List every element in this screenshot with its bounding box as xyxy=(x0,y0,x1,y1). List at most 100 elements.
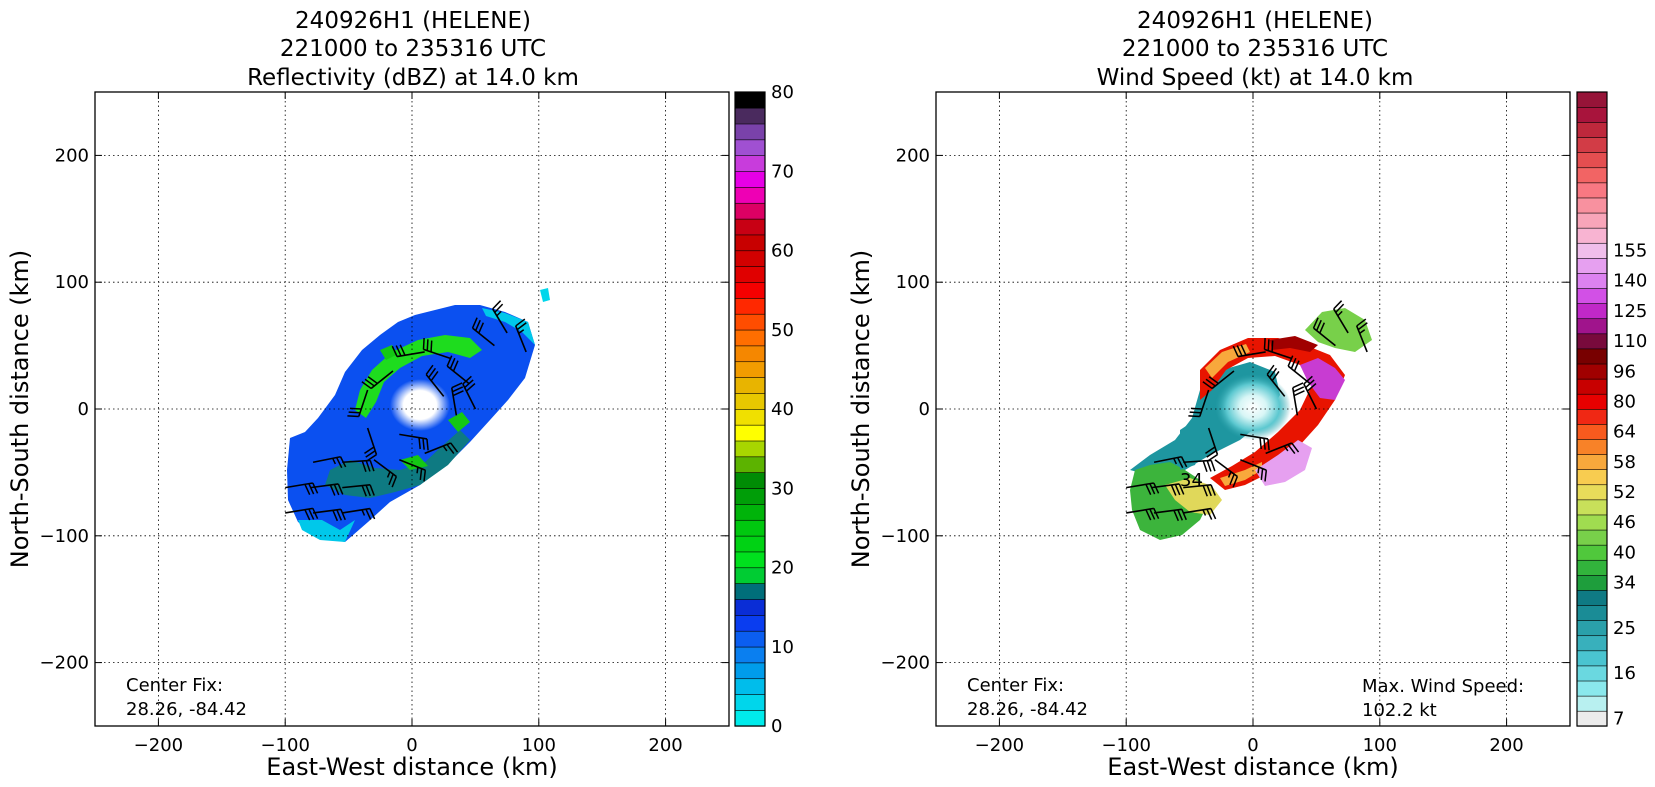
x-tick-label: 100 xyxy=(522,735,556,756)
max-wind-speed-value: 102.2 kt xyxy=(1362,700,1437,721)
colorbar-bin xyxy=(1576,665,1608,682)
colorbar-bin xyxy=(1576,423,1608,440)
colorbar-tick-label: 64 xyxy=(1613,422,1636,443)
colorbar-bin xyxy=(1576,695,1608,712)
right-wind-barbs xyxy=(1126,300,1368,522)
colorbar-tick-label: 0 xyxy=(771,716,782,737)
colorbar-bin xyxy=(1576,514,1608,531)
colorbar-bin xyxy=(1576,529,1608,546)
colorbar-frame xyxy=(1576,91,1608,727)
wind-barb xyxy=(1240,458,1268,482)
colorbar-bin xyxy=(1576,680,1608,697)
wind-barb xyxy=(1183,484,1216,497)
max-wind-speed-label: Max. Wind Speed: xyxy=(1362,676,1524,697)
y-tick-label: 200 xyxy=(896,145,930,166)
colorbar-bin xyxy=(734,329,766,347)
wind-barb xyxy=(514,318,527,353)
right-ticks: −200 −100 0 100 200 200 100 0 −100 −200 xyxy=(881,92,1570,756)
wind-barb xyxy=(462,375,477,410)
colorbar-tick-label: 10 xyxy=(771,637,794,658)
colorbar-bin xyxy=(1576,287,1608,304)
wind-barb xyxy=(471,317,495,347)
wind-purple-ne xyxy=(1300,358,1345,400)
wind-barb xyxy=(399,458,427,482)
x-tick-label: −200 xyxy=(134,735,183,756)
wind-barb xyxy=(1205,427,1219,462)
reflectivity-outlier xyxy=(540,288,550,302)
colorbar-bin xyxy=(734,535,766,553)
wind-barb xyxy=(1291,382,1305,416)
wind-barb xyxy=(342,507,376,520)
colorbar-tick-label: 46 xyxy=(1613,512,1636,533)
wind-barb xyxy=(425,364,445,397)
wind-barb xyxy=(1333,300,1349,334)
wind-barb xyxy=(424,442,459,455)
left-y-axis-label: North-South distance (km) xyxy=(6,250,34,569)
wind-speed-colorbar: 7 16 25 34 40 46 52 58 64 80 96 110 125 140 155 xyxy=(1576,91,1647,729)
wind-barb xyxy=(1126,507,1160,521)
reflectivity-field xyxy=(287,288,550,542)
colorbar-bin xyxy=(1576,348,1608,365)
colorbar-bin xyxy=(1576,544,1608,561)
wind-barb xyxy=(492,300,508,334)
wind-barb xyxy=(391,344,425,358)
wind-barb xyxy=(1240,433,1270,451)
colorbar-bin xyxy=(734,91,766,109)
y-tick-label: 100 xyxy=(896,272,930,293)
reflectivity-green-eyewall xyxy=(355,335,482,418)
wind-barb xyxy=(1202,370,1235,390)
colorbar-tick-label: 110 xyxy=(1613,331,1647,352)
colorbar-bin xyxy=(1576,272,1608,289)
wind-barb xyxy=(1265,442,1300,455)
colorbar-bin xyxy=(1576,197,1608,214)
colorbar-bin xyxy=(1576,257,1608,274)
colorbar-bin xyxy=(734,519,766,537)
wind-barb xyxy=(1151,483,1185,496)
colorbar-bin xyxy=(734,392,766,410)
colorbar-bin xyxy=(734,250,766,267)
left-center-fix-value: 28.26, -84.42 xyxy=(126,699,247,720)
colorbar-bin xyxy=(734,567,766,584)
colorbar-bin xyxy=(734,361,766,378)
colorbar-bin xyxy=(1576,333,1608,350)
colorbar-bin xyxy=(734,662,766,680)
colorbar-bin xyxy=(1576,438,1608,455)
colorbar-tick-label: 96 xyxy=(1613,361,1636,382)
colorbar-bin xyxy=(734,456,766,473)
left-title-line-3: Reflectivity (dBZ) at 14.0 km xyxy=(247,65,579,91)
reflectivity-colorbar: 0 10 20 30 40 50 60 70 80 xyxy=(734,82,794,737)
colorbar-tick-label: 80 xyxy=(1613,391,1636,412)
left-x-axis-label: East-West distance (km) xyxy=(266,753,557,781)
colorbar-bin xyxy=(1576,408,1608,425)
colorbar-tick-label: 40 xyxy=(771,399,794,420)
colorbar-bin xyxy=(734,487,766,505)
wind-barb xyxy=(1183,459,1216,472)
wind-barb xyxy=(342,484,375,497)
colorbar-tick-label: 155 xyxy=(1613,241,1647,262)
colorbar-bin xyxy=(734,266,766,283)
colorbar-bin xyxy=(1576,167,1608,184)
wind-green-ne xyxy=(1305,308,1372,352)
right-x-axis-label: East-West distance (km) xyxy=(1107,753,1398,781)
x-tick-label: −100 xyxy=(1101,735,1150,756)
colorbar-tick-label: 125 xyxy=(1613,301,1647,322)
colorbar-bin xyxy=(734,503,766,521)
colorbar-tick-label: 34 xyxy=(1613,573,1636,594)
left-center-fix-label: Center Fix: xyxy=(126,675,223,696)
colorbar-tick-label: 20 xyxy=(771,558,794,579)
colorbar-bin xyxy=(1576,393,1608,410)
wind-barb xyxy=(1188,389,1210,418)
colorbar-bin xyxy=(734,186,766,204)
colorbar-bin xyxy=(1576,589,1608,606)
colorbar-tick-label: 25 xyxy=(1613,618,1636,639)
wind-barb xyxy=(373,459,398,488)
y-tick-label: −200 xyxy=(40,653,89,674)
colorbar-bin xyxy=(1576,121,1608,138)
colorbar-bin xyxy=(1576,242,1608,259)
wind-barb xyxy=(347,389,369,418)
colorbar-tick-label: 140 xyxy=(1613,271,1647,292)
colorbar-bin xyxy=(734,614,766,632)
y-tick-label: −100 xyxy=(40,526,89,547)
y-tick-label: −100 xyxy=(881,526,930,547)
